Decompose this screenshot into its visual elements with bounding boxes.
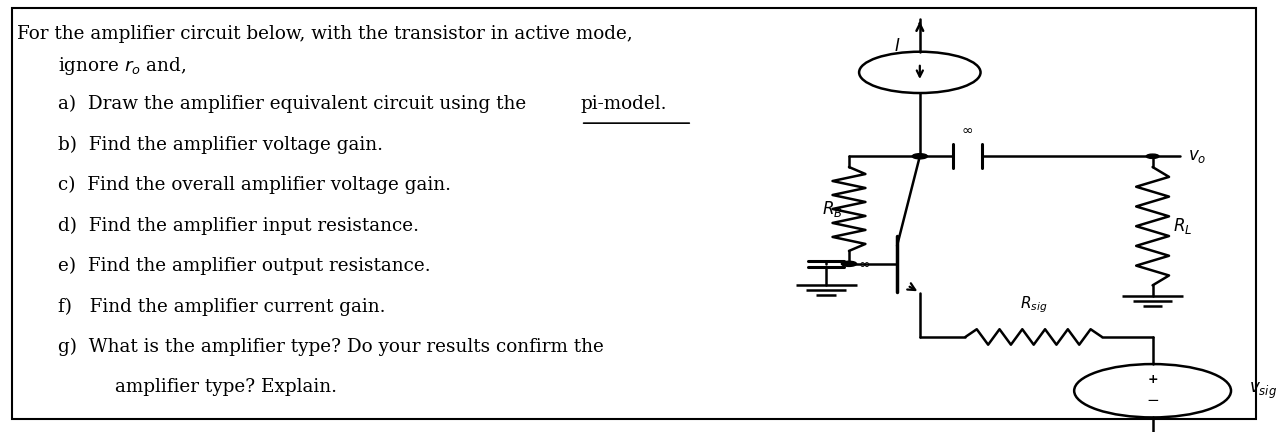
Text: pi-model.: pi-model. <box>581 95 668 113</box>
Text: For the amplifier circuit below, with the transistor in active mode,: For the amplifier circuit below, with th… <box>17 25 632 43</box>
Text: $R_B$: $R_B$ <box>822 199 842 219</box>
Text: $I$: $I$ <box>895 38 901 55</box>
Text: $\infty$: $\infty$ <box>858 257 870 271</box>
Text: $v_{sig}$: $v_{sig}$ <box>1249 381 1277 401</box>
Text: −: − <box>1146 393 1159 408</box>
Text: b)  Find the amplifier voltage gain.: b) Find the amplifier voltage gain. <box>58 136 383 154</box>
Text: +: + <box>1147 374 1158 387</box>
Text: ignore $r_o$ and,: ignore $r_o$ and, <box>58 55 187 77</box>
Circle shape <box>1146 154 1159 158</box>
Circle shape <box>841 261 856 266</box>
Text: e)  Find the amplifier output resistance.: e) Find the amplifier output resistance. <box>58 257 431 275</box>
Text: $R_{sig}$: $R_{sig}$ <box>1020 294 1047 315</box>
Text: amplifier type? Explain.: amplifier type? Explain. <box>115 378 337 396</box>
Text: g)  What is the amplifier type? Do your results confirm the: g) What is the amplifier type? Do your r… <box>58 338 604 356</box>
Text: $\infty$: $\infty$ <box>962 123 973 137</box>
Text: $v_o$: $v_o$ <box>1188 148 1206 165</box>
Text: d)  Find the amplifier input resistance.: d) Find the amplifier input resistance. <box>58 216 419 235</box>
Text: $R_L$: $R_L$ <box>1173 216 1192 236</box>
Circle shape <box>913 154 927 159</box>
Text: a)  Draw the amplifier equivalent circuit using the: a) Draw the amplifier equivalent circuit… <box>58 95 532 113</box>
Text: c)  Find the overall amplifier voltage gain.: c) Find the overall amplifier voltage ga… <box>58 176 451 194</box>
Bar <box>12 8 1256 419</box>
Text: f)   Find the amplifier current gain.: f) Find the amplifier current gain. <box>58 297 386 316</box>
